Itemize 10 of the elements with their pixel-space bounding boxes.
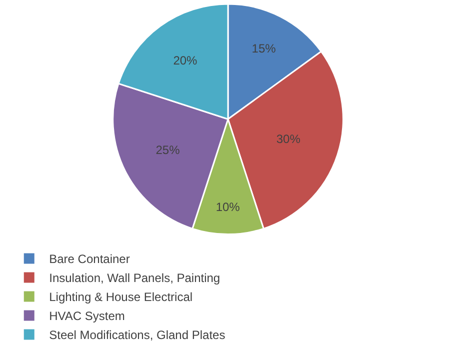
legend-label: Bare Container <box>49 252 130 266</box>
data-label: 10% <box>216 200 240 214</box>
legend-label: HVAC System <box>49 309 125 324</box>
legend-label: Steel Modifications, Gland Plates <box>49 328 226 342</box>
legend-label: Insulation, Wall Panels, Painting <box>49 271 220 286</box>
data-label: 20% <box>173 53 198 68</box>
legend-label: Lighting & House Electrical <box>49 290 193 304</box>
data-label: 15% <box>252 42 276 56</box>
data-label: 30% <box>276 132 301 146</box>
data-label: 25% <box>156 142 180 157</box>
